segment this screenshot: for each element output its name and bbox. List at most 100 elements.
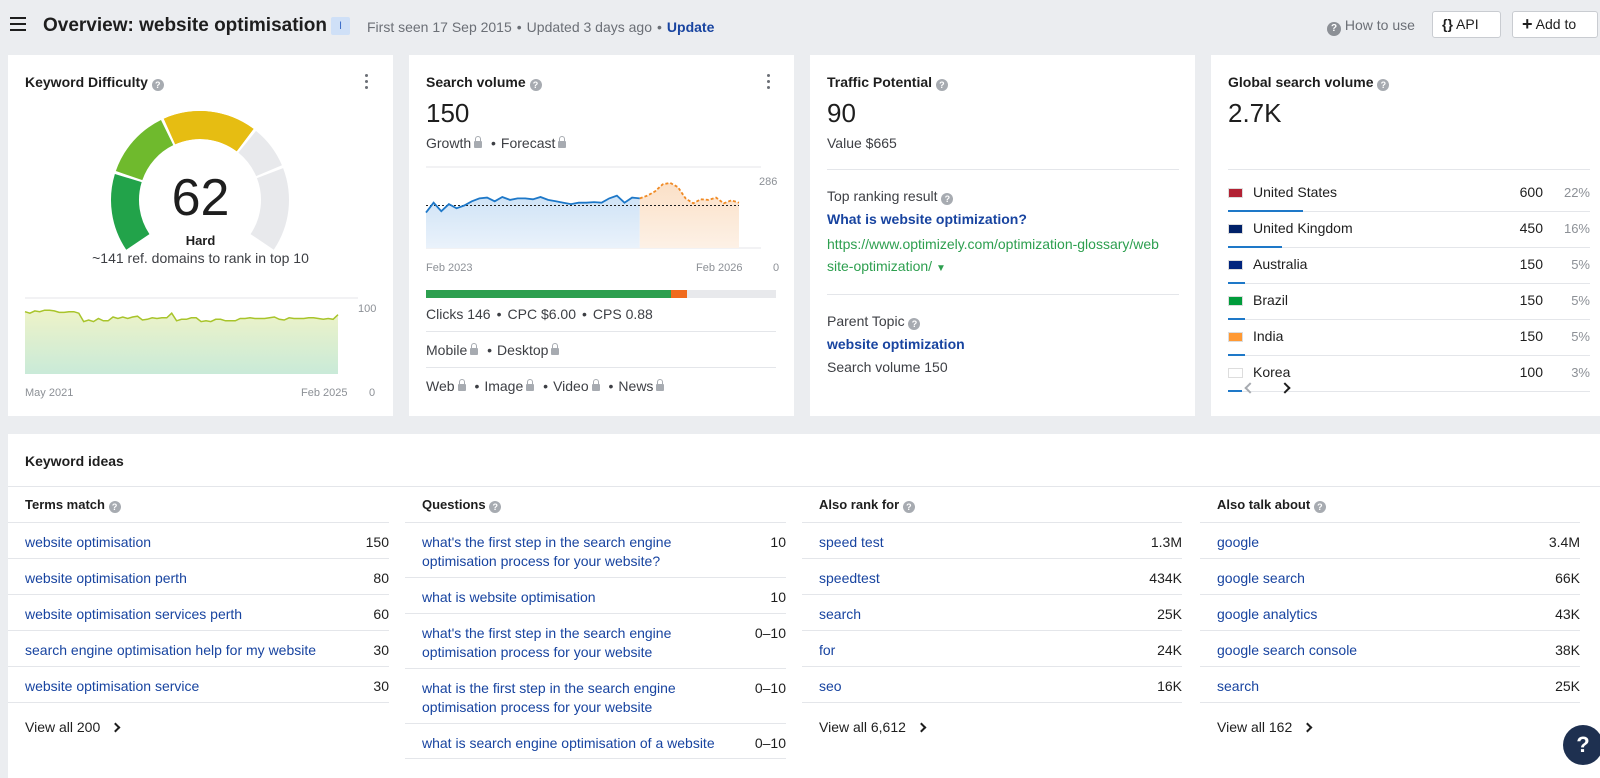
info-badge[interactable]: I: [331, 17, 350, 35]
country-row[interactable]: United Kingdom 450 16%: [1228, 212, 1590, 248]
terms-match-title: Terms match ?: [25, 497, 121, 513]
help-icon[interactable]: ?: [108, 501, 121, 513]
divider: [8, 558, 389, 559]
keyword-link[interactable]: google search: [1217, 570, 1305, 586]
country-row[interactable]: United States 600 22%: [1228, 176, 1590, 212]
help-icon[interactable]: ?: [902, 501, 915, 513]
kd-history-chart: [24, 297, 358, 374]
keyword-link[interactable]: website optimisation perth: [25, 570, 187, 586]
keyword-link[interactable]: seo: [819, 678, 842, 694]
keyword-link[interactable]: what is website optimisation: [422, 589, 596, 605]
terms-match-label: Terms match: [25, 497, 105, 512]
keyword-link[interactable]: what is search engine optimisation of a …: [422, 735, 715, 751]
serp-type-row: Web • Image • Video • News: [426, 378, 665, 394]
help-chat-button[interactable]: ?: [1563, 725, 1600, 765]
divider: [8, 594, 389, 595]
cps-value: CPS 0.88: [592, 306, 653, 322]
country-share-bar: [1228, 210, 1303, 212]
divider: [802, 666, 1182, 667]
divider: [405, 577, 786, 578]
global-volume-card: Global search volume ? 2.7K United State…: [1211, 55, 1600, 416]
keyword-link[interactable]: speedtest: [819, 570, 880, 586]
help-icon[interactable]: ?: [529, 79, 542, 91]
keyword-link[interactable]: google search console: [1217, 642, 1358, 658]
kd-chart-y-min: 0: [369, 387, 376, 399]
divider: [8, 630, 389, 631]
help-icon[interactable]: ?: [1377, 79, 1390, 91]
keyword-link[interactable]: website optimisation service: [25, 678, 200, 694]
keyword-link[interactable]: google analytics: [1217, 606, 1318, 622]
keyword-link[interactable]: website optimisation: [25, 534, 152, 550]
updated-text: Updated 3 days ago: [526, 19, 652, 35]
flag-icon: [1228, 368, 1243, 378]
help-icon[interactable]: ?: [151, 79, 164, 91]
sv-chart-x-start: Feb 2023: [426, 262, 473, 274]
view-all-terms-link[interactable]: View all 200: [25, 719, 121, 735]
keyword-link[interactable]: what's the first step in the search engi…: [422, 625, 672, 660]
country-volume: 150: [1519, 292, 1543, 308]
top-result-url-line2[interactable]: site-optimization/ ▼: [827, 258, 946, 274]
keyword-link[interactable]: website optimisation services perth: [25, 606, 243, 622]
mobile-label: Mobile: [426, 342, 468, 358]
more-options-icon[interactable]: [365, 74, 369, 92]
top-result-url-line1[interactable]: https://www.optimizely.com/optimization-…: [827, 236, 1159, 252]
gv-card-title: Global search volume ?: [1228, 74, 1390, 91]
gauge-segment-fill: [163, 111, 254, 152]
keyword-link[interactable]: what is the first step in the search eng…: [422, 680, 676, 715]
country-name: India: [1253, 328, 1284, 344]
hamburger-menu-icon[interactable]: [10, 17, 26, 31]
country-row[interactable]: Australia 150 5%: [1228, 248, 1590, 284]
keyword-link[interactable]: search: [1217, 678, 1260, 694]
update-link[interactable]: Update: [666, 19, 715, 35]
divider: [8, 666, 389, 667]
keyword-link[interactable]: for: [819, 642, 836, 658]
divider: [1200, 522, 1580, 523]
keyword-link[interactable]: speed test: [819, 534, 884, 550]
divider: [8, 486, 1600, 487]
country-share-bar: [1228, 390, 1242, 392]
keyword-link[interactable]: google: [1217, 534, 1260, 550]
add-to-label: Add to: [1535, 16, 1577, 32]
caret-down-icon[interactable]: ▼: [935, 263, 946, 274]
help-icon[interactable]: ?: [489, 501, 502, 513]
add-to-button[interactable]: + Add to: [1512, 11, 1598, 38]
chevron-right-icon: [110, 722, 121, 733]
keyword-link[interactable]: search: [819, 606, 862, 622]
country-volume: 450: [1519, 220, 1543, 236]
keyword-link[interactable]: what's the first step in the search engi…: [422, 534, 672, 569]
country-row[interactable]: India 150 5%: [1228, 320, 1590, 356]
divider: [8, 522, 389, 523]
help-icon[interactable]: ?: [941, 193, 954, 205]
help-icon[interactable]: ?: [908, 318, 921, 330]
top-result-title-link[interactable]: What is website optimization?: [827, 211, 1027, 227]
view-all-talk-about-link[interactable]: View all 162: [1217, 719, 1313, 735]
top-result-url-text: site-optimization/: [827, 258, 933, 274]
lock-icon: [558, 136, 567, 148]
view-all-label: View all 6,612: [819, 719, 906, 735]
country-volume: 150: [1519, 256, 1543, 272]
divider: [802, 522, 1182, 523]
api-button[interactable]: {} API: [1432, 11, 1501, 38]
help-icon[interactable]: ?: [1313, 501, 1326, 513]
questions-label: Questions: [422, 497, 486, 512]
country-row[interactable]: Brazil 150 5%: [1228, 284, 1590, 320]
parent-topic-link[interactable]: website optimization: [827, 336, 965, 352]
view-all-also-rank-link[interactable]: View all 6,612: [819, 719, 927, 735]
country-name: United Kingdom: [1253, 220, 1353, 236]
keyword-ideas-title: Keyword ideas: [25, 453, 124, 469]
country-name: Australia: [1253, 256, 1308, 272]
how-to-use-link[interactable]: ? How to use: [1327, 17, 1415, 36]
keyword-volume: 25K: [1555, 678, 1580, 694]
country-share: 5%: [1571, 293, 1590, 308]
divider: [1200, 558, 1580, 559]
help-icon[interactable]: ?: [935, 79, 948, 91]
keyword-row: google 3.4M: [1217, 533, 1580, 573]
clicks-stats: Clicks 146 • CPC $6.00 • CPS 0.88: [426, 306, 653, 322]
country-row[interactable]: Korea 100 3%: [1228, 356, 1590, 392]
keyword-volume: 0–10: [754, 625, 786, 641]
more-options-icon[interactable]: [767, 74, 771, 92]
gauge-segment: [110, 173, 150, 250]
keyword-link[interactable]: search engine optimisation help for my w…: [25, 642, 317, 658]
code-braces-icon: {}: [1442, 16, 1453, 32]
keyword-volume: 80: [373, 570, 389, 586]
